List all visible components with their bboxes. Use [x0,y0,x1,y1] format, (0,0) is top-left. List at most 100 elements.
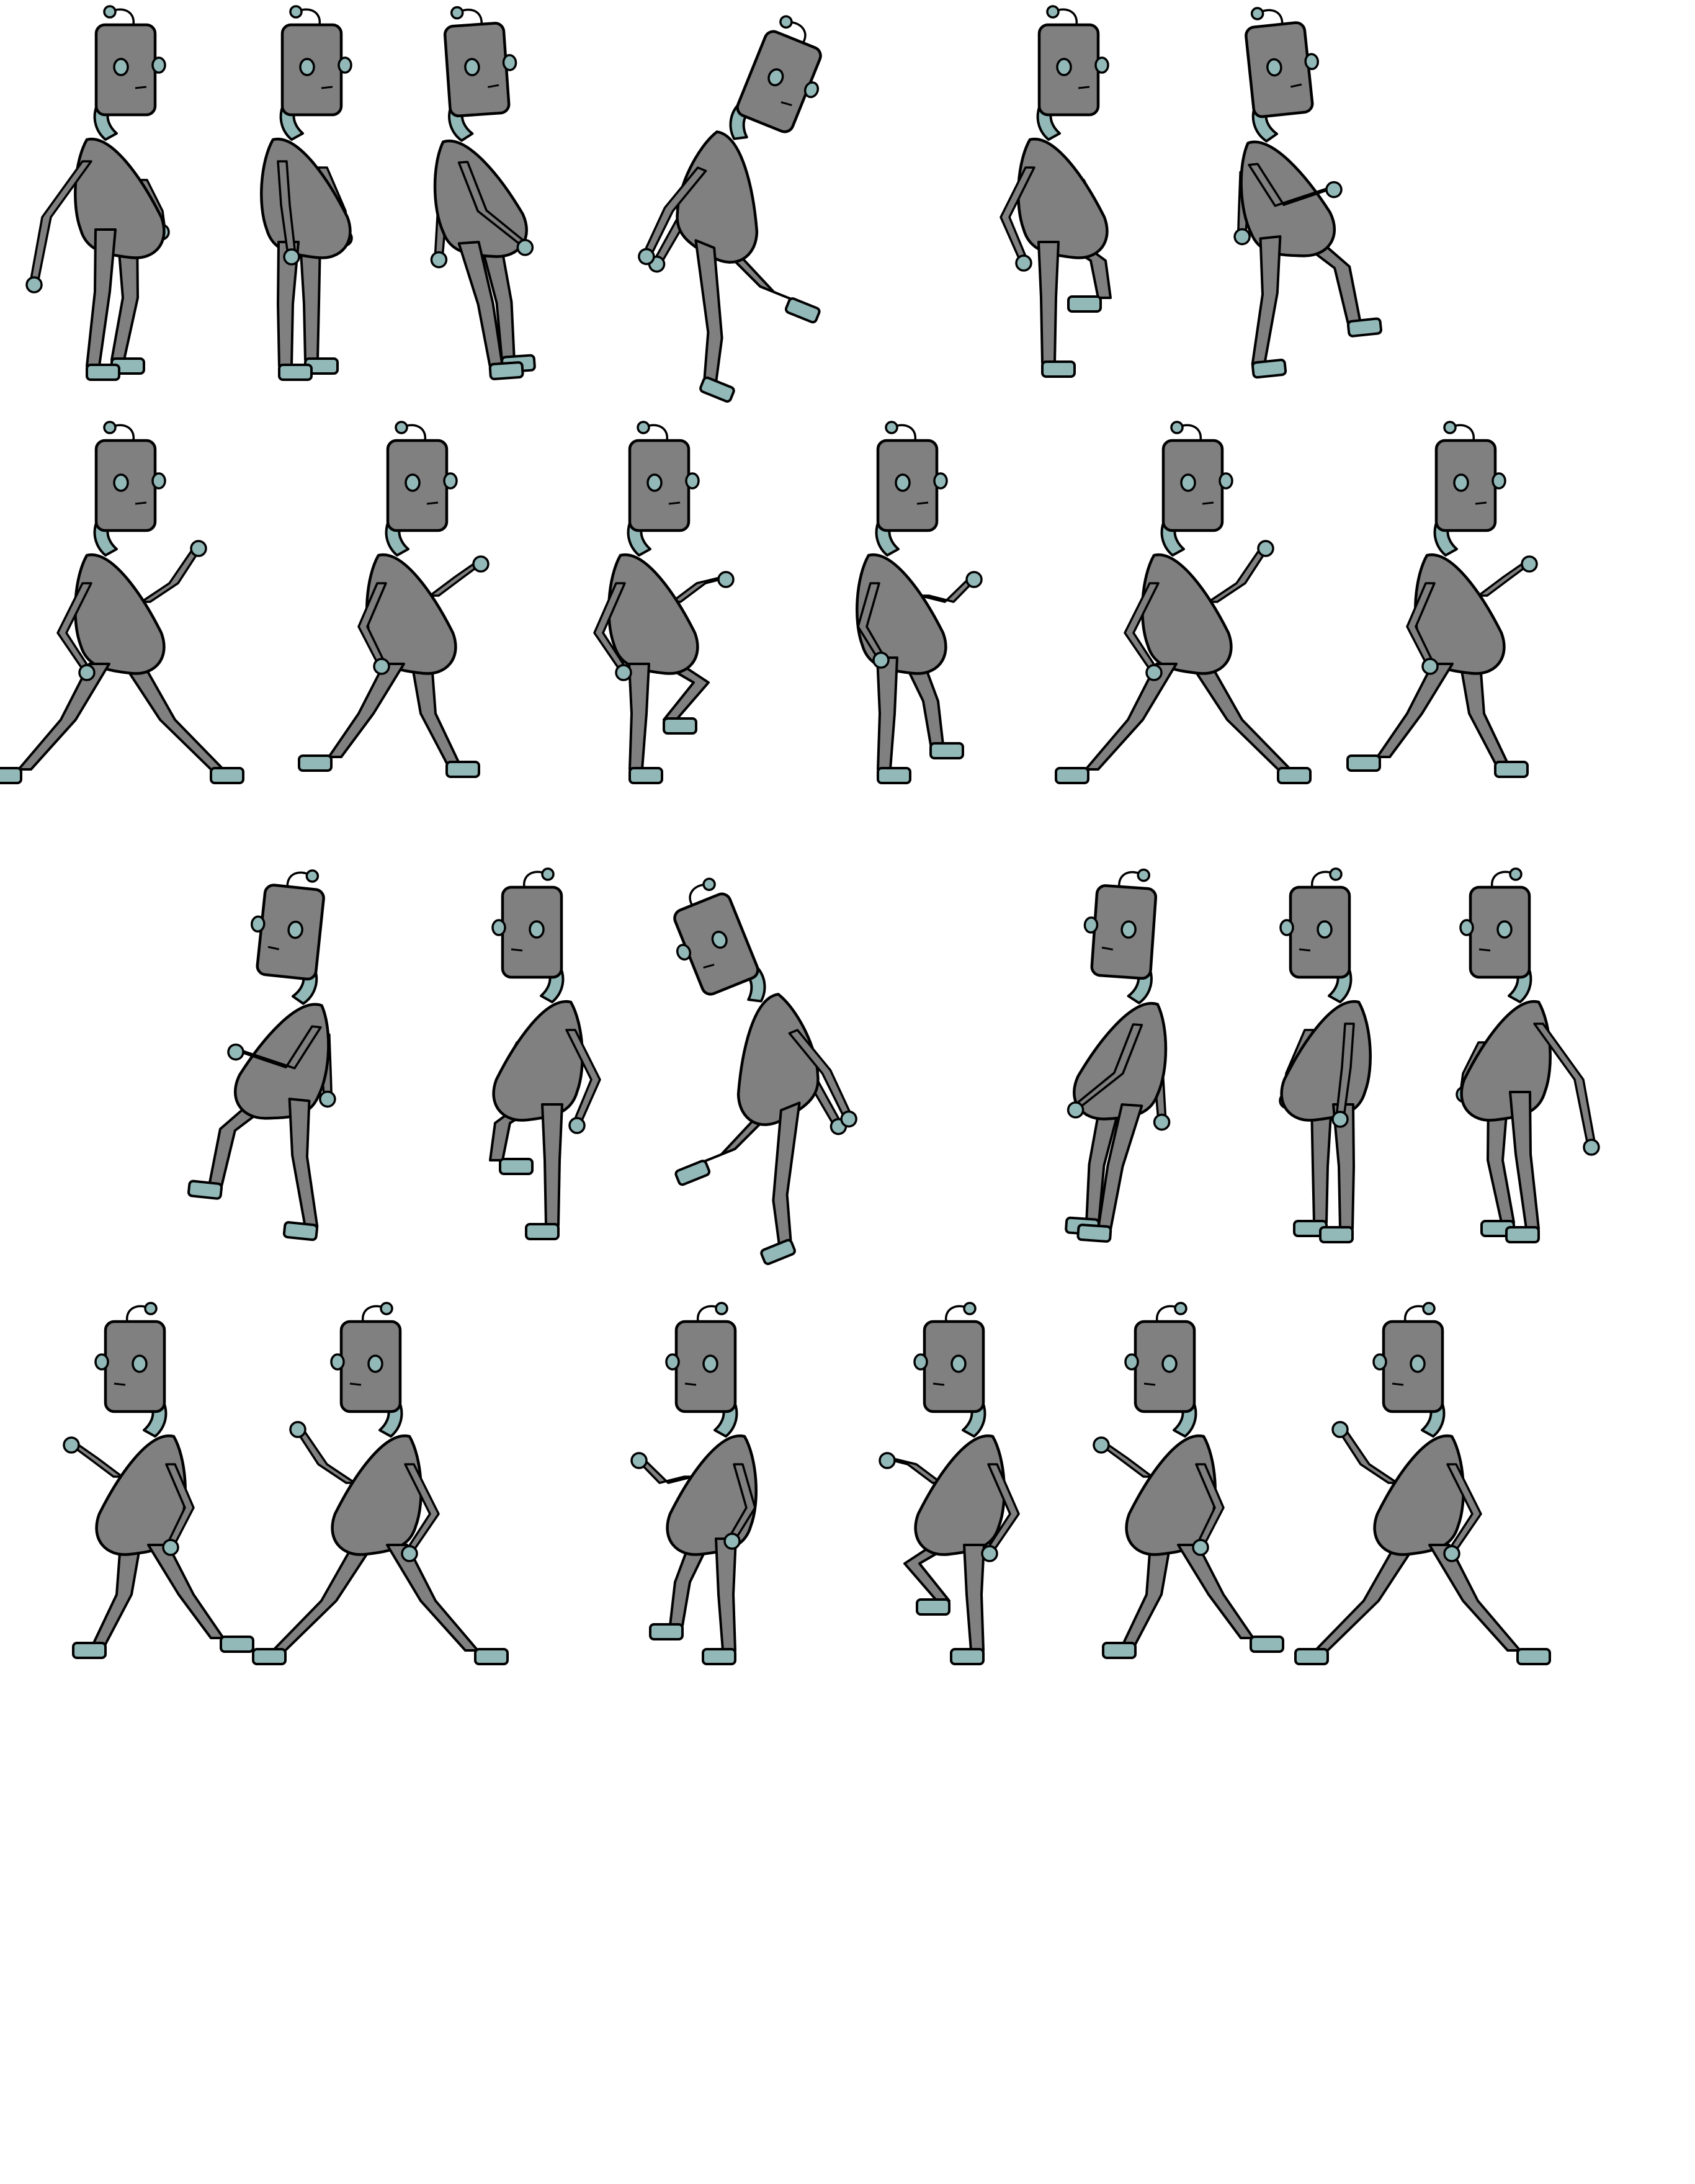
eye-icon [113,58,129,76]
ear-icon [251,915,266,933]
eye-icon [464,58,480,76]
front-boot-icon [1041,360,1076,378]
ear-icon [443,472,458,490]
antenna-tip-icon [450,6,464,20]
eye-icon [367,1354,383,1373]
antenna-tip-icon [1509,867,1523,881]
eye-icon [1266,58,1282,77]
front-hand-icon [1067,1101,1085,1119]
back-leg [1310,1103,1333,1224]
back-hand-icon [630,1452,648,1469]
robot-torso [607,553,699,675]
eye-icon [1317,920,1333,939]
back-boot-icon [1346,317,1382,338]
front-hand-icon [1015,254,1032,272]
front-leg [386,1544,479,1652]
ear-icon [151,472,166,490]
antenna-tip-icon [305,869,320,883]
back-boot-icon [252,1648,287,1665]
back-hand-icon [1093,1436,1110,1454]
eye-icon [702,1354,718,1373]
antenna-tip-icon [1443,421,1457,434]
robot-character [260,5,353,381]
robot-character [1346,421,1538,778]
ear-icon [1372,1353,1387,1371]
front-boot-icon [86,364,120,381]
sprite-frame-r3-c3 [673,877,857,1265]
ear-icon [1279,919,1294,936]
mouth-icon [1143,1382,1156,1386]
back-leg [1459,663,1509,764]
robot-character [1055,421,1312,784]
eye-icon [1496,920,1513,939]
front-boot-icon [1250,1636,1284,1653]
front-leg [876,656,898,771]
back-boot-icon [1067,295,1102,313]
robot-torso [74,553,166,675]
back-boot-icon [663,717,697,735]
robot-character [593,421,735,784]
front-hand-icon [568,1117,586,1134]
back-hand-icon [430,251,448,269]
back-leg [122,663,225,771]
front-hand-icon [1421,658,1439,675]
mouth-icon [1202,501,1214,505]
ear-icon [151,56,166,74]
back-boot-icon [649,1623,684,1640]
antenna-tip-icon [779,15,793,29]
antenna-tip-icon [103,421,117,434]
robot-torso [74,137,166,259]
front-hand-icon [638,248,655,266]
sprite-frame-r2-c5 [1055,421,1312,784]
back-boot-icon [1102,1642,1137,1659]
robot-torso [233,1003,330,1120]
back-leg [1314,1544,1416,1652]
ear-icon [491,919,506,936]
sprite-frame-r1-c3 [430,6,536,380]
antenna-tip-icon [289,5,303,19]
back-hand-icon [1153,1113,1171,1131]
sprite-frame-r4-c1 [63,1302,254,1659]
mouth-icon [1392,1382,1404,1386]
ear-icon [94,1353,109,1371]
robot-character [25,5,170,381]
antenna-tip-icon [715,1302,728,1315]
front-leg [1509,1091,1540,1230]
sprite-frame-r2-c1 [0,421,244,784]
front-hand-icon [723,1533,741,1550]
back-boot-icon [445,761,480,778]
eye-icon [405,473,421,492]
back-boot-icon [674,1160,711,1186]
sprite-frame-r2-c4 [856,421,983,784]
robot-character [1279,867,1372,1243]
mouth-icon [1478,948,1491,952]
antenna-tip-icon [637,421,650,434]
front-boot-icon [760,1238,796,1265]
front-leg [1428,1544,1521,1652]
sprite-frame-r4-c2 [252,1302,509,1665]
robot-character [252,1302,509,1665]
back-boot-icon [72,1642,107,1659]
back-boot-icon [1294,1648,1329,1665]
front-boot-icon [282,1221,318,1242]
front-hand-icon [283,248,300,266]
sprite-frame-r3-c4 [1065,868,1171,1243]
robot-character [430,6,536,380]
eye-icon [1161,1354,1178,1373]
front-leg [147,1544,225,1639]
mouth-icon [1299,948,1311,952]
eye-icon [113,473,129,492]
ear-icon [1492,472,1506,490]
robot-character [879,1302,1020,1665]
front-boot-icon [628,767,663,784]
mouth-icon [780,101,792,107]
back-hand-icon [1257,540,1274,557]
eye-icon [299,58,315,76]
back-hand-icon [1331,1421,1349,1438]
back-hand-icon [289,1421,306,1438]
front-boot-icon [702,1648,736,1665]
robot-torso [1240,140,1336,257]
front-hand-icon [516,239,534,256]
back-boot-icon [1494,761,1529,778]
sprite-frame-r1-c1 [25,5,170,381]
